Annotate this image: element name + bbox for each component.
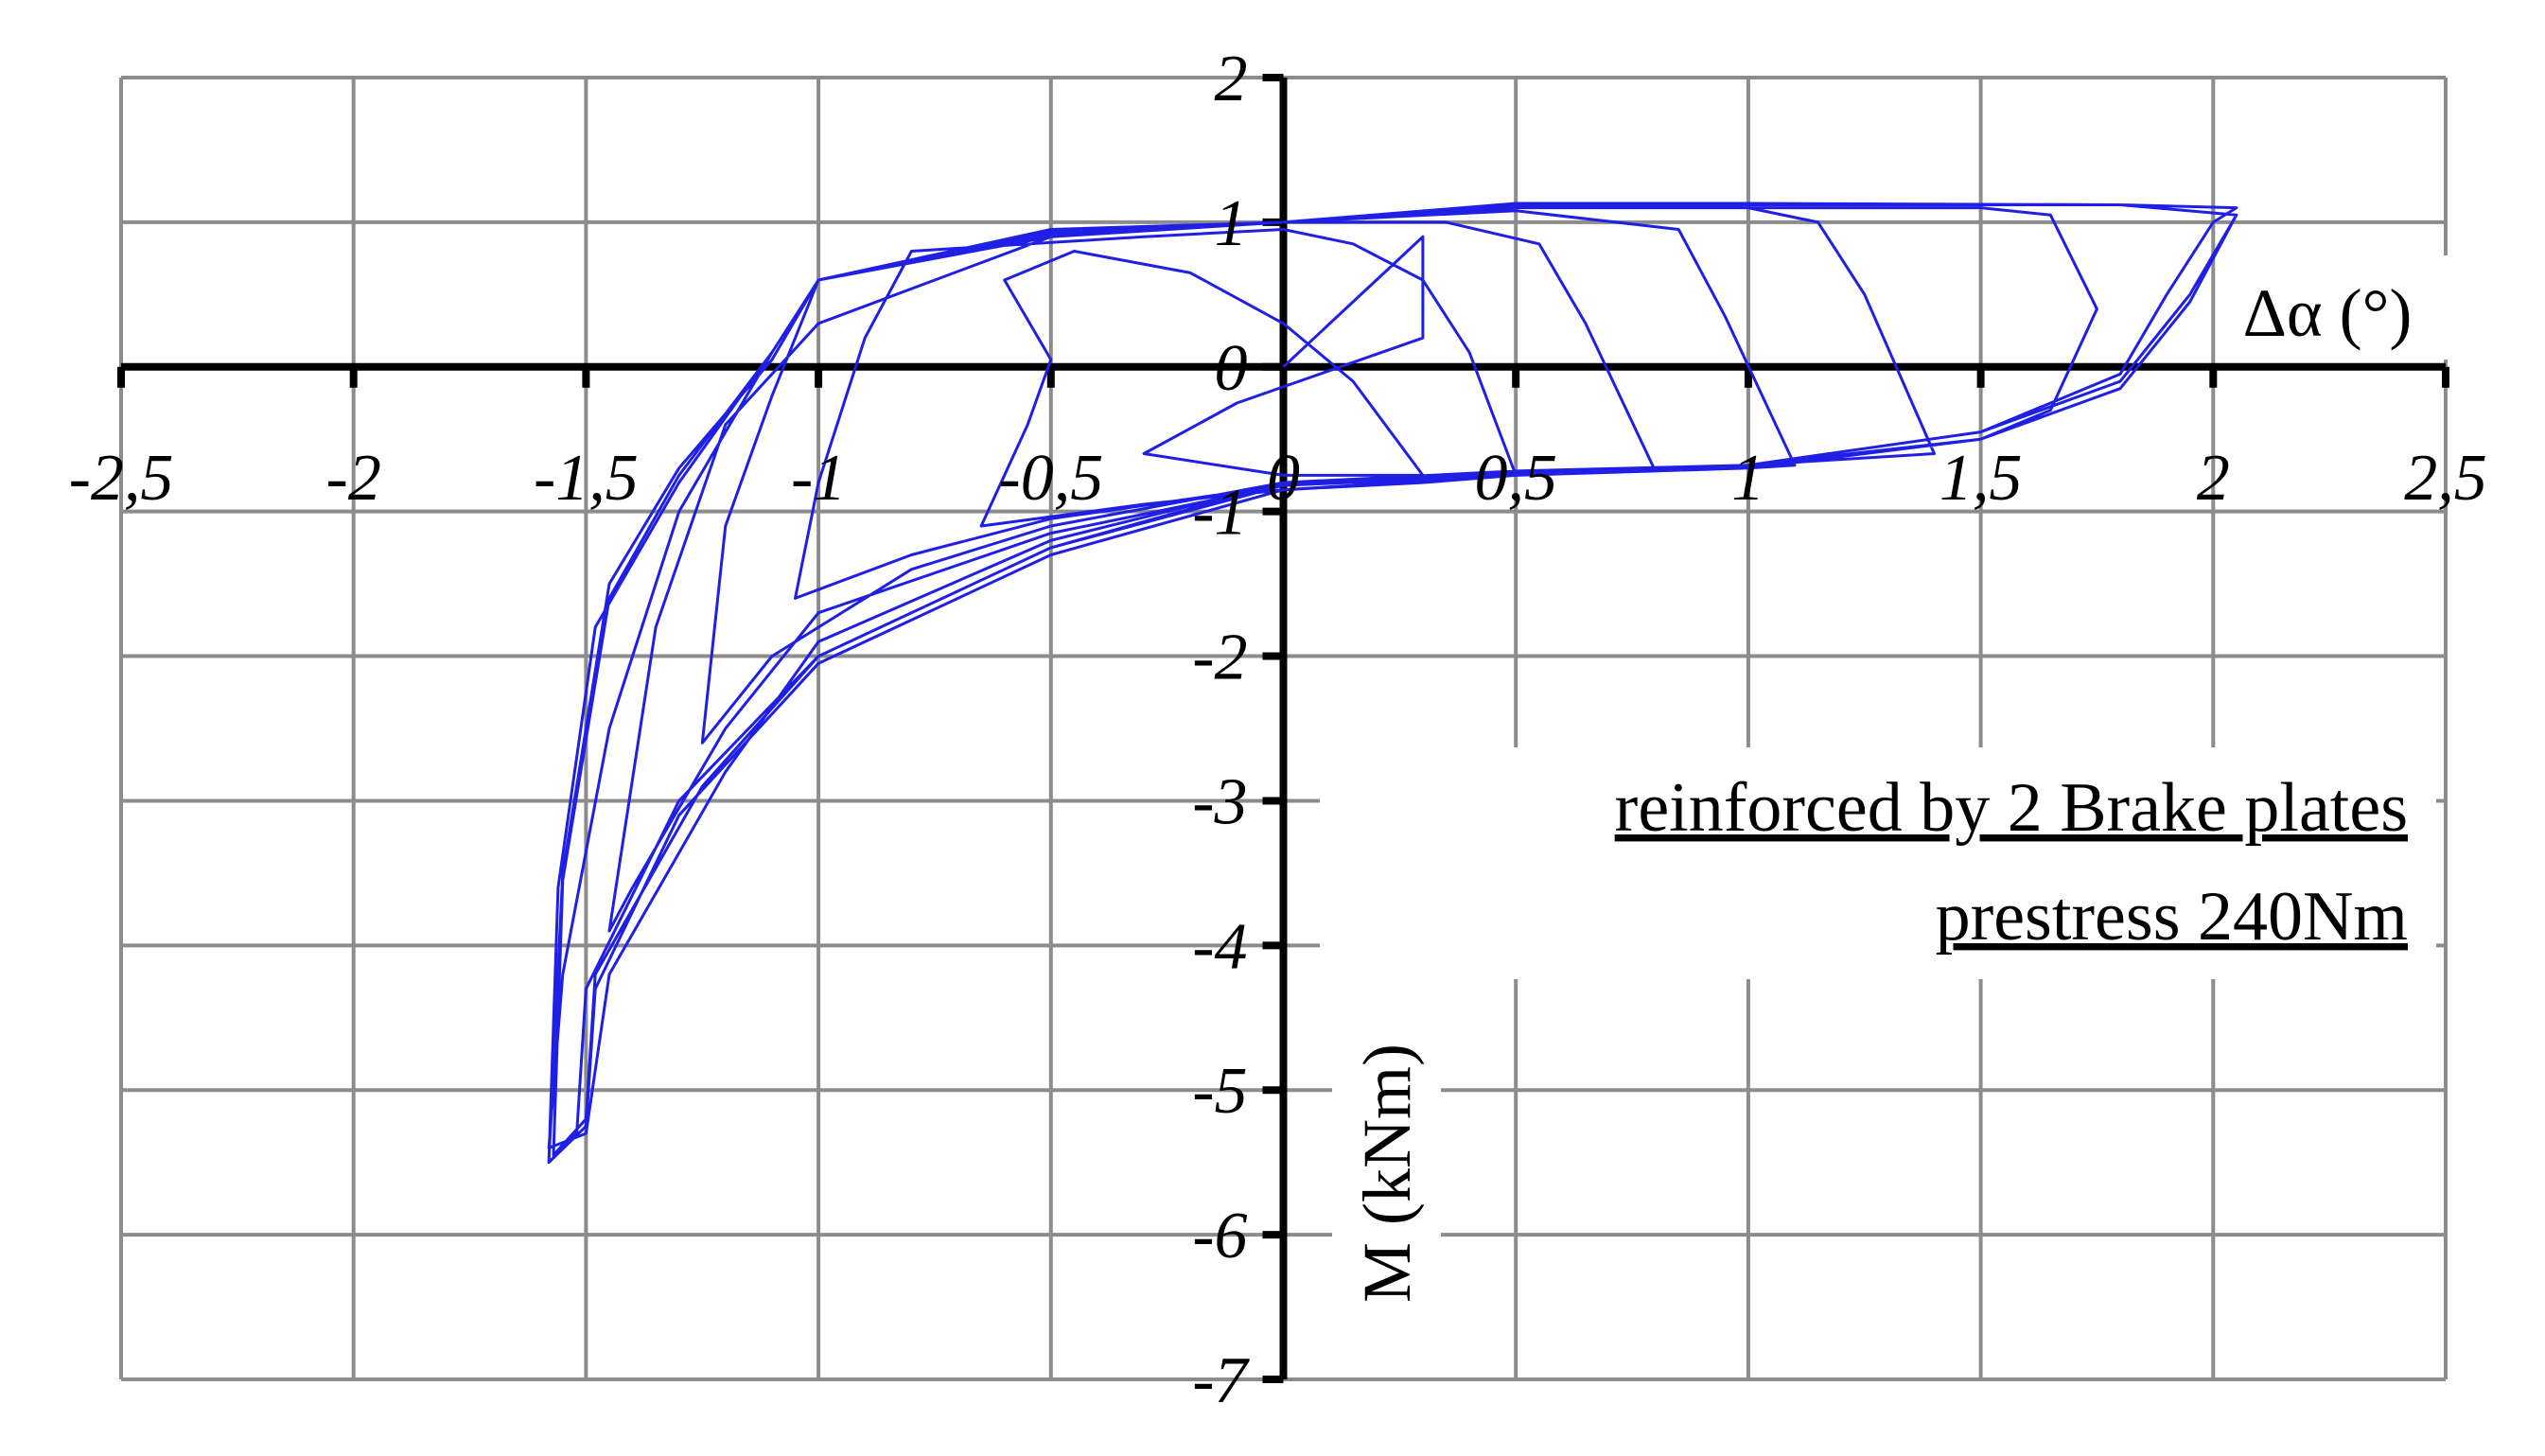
axes [117, 74, 2449, 1383]
series-layer [547, 202, 2238, 1165]
y-tick-label: -6 [1192, 1200, 1247, 1272]
y-axis-title: M (kNm) [1349, 1044, 1425, 1303]
y-tick-label: 2 [1215, 43, 1248, 115]
annotation-background [1320, 747, 2436, 979]
y-tick-label: -4 [1192, 910, 1247, 983]
x-tick-label: -2,5 [69, 442, 174, 515]
x-tick-label: -1 [791, 442, 846, 515]
x-tick-label: 2,5 [2404, 442, 2487, 515]
y-tick-label: -1 [1192, 477, 1247, 550]
annotation-line-2: prestress 240Nm [1936, 878, 2408, 956]
x-axis-title: Δα (°) [2243, 275, 2413, 351]
ylabel-background [1332, 993, 1441, 1372]
y-tick-label: -5 [1192, 1055, 1247, 1128]
y-tick-label: -7 [1192, 1344, 1250, 1417]
annotation-line-1: reinforced by 2 Brake plates [1615, 769, 2408, 847]
x-tick-label: -2 [326, 442, 381, 515]
x-tick-label: 1 [1731, 442, 1764, 515]
xlabel-background [2219, 255, 2460, 360]
x-tick-label: -1,5 [534, 442, 639, 515]
y-tick-label: -2 [1192, 622, 1247, 694]
hysteresis-curve [547, 202, 2238, 1165]
y-tick-label: -3 [1192, 765, 1247, 838]
x-tick-label: 2 [2197, 442, 2230, 515]
x-tick-label: 0,5 [1474, 442, 1557, 515]
y-tick-label: 0 [1215, 332, 1248, 405]
x-tick-label: 0 [1267, 442, 1300, 515]
tick-labels: -2,5 -2 -1,5 -1 -0,5 0 0,5 1 1,5 2 2,5 -7 -6 -5 -4 -3 -2… [69, 43, 2487, 1417]
x-tick-label: -0,5 [998, 442, 1103, 515]
x-tick-label: 1,5 [1939, 442, 2023, 515]
y-tick-label: 1 [1215, 187, 1248, 260]
